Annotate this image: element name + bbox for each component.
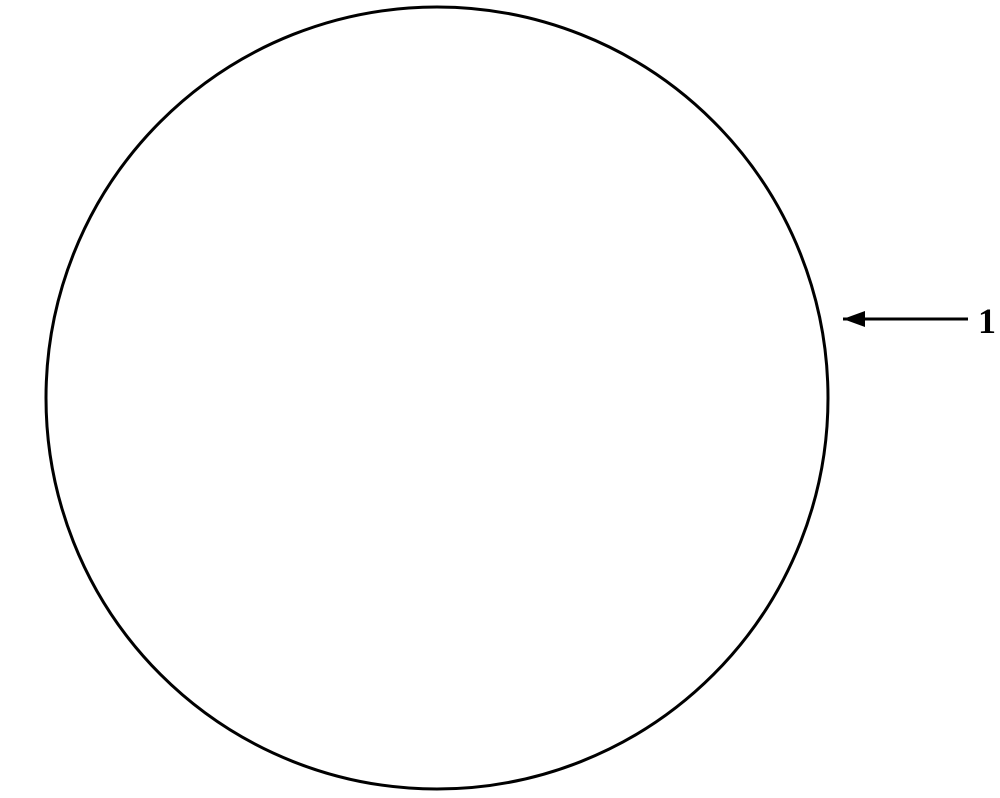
main-circle xyxy=(46,7,828,789)
reference-label-1: 1 xyxy=(978,301,996,341)
